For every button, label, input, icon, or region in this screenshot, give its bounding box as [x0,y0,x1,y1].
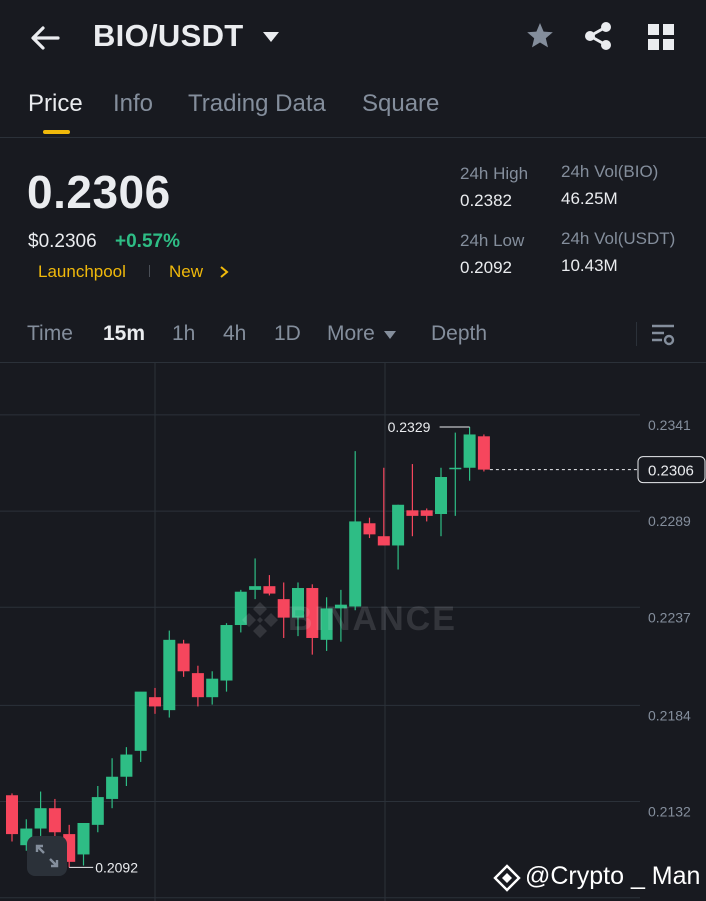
candle-body [477,436,490,470]
candle-body [163,639,176,711]
credit-text: @Crypto _ Man [525,862,701,890]
candle-body [48,808,61,833]
interval-4h[interactable]: 4h [223,322,247,345]
candle-body [220,625,233,681]
tab-bar: Price Info Trading Data Square [0,82,706,138]
tab-price[interactable]: Price [28,90,83,117]
tag-new[interactable]: New [169,262,204,281]
chart-candles [6,427,490,868]
candle-body [91,797,104,825]
candle-body [63,834,76,862]
candle-body [77,822,90,855]
last-price: 0.2306 [27,166,171,218]
star-icon[interactable] [524,20,556,52]
candlestick-chart[interactable]: 0.2341 0.2289 0.2237 0.2184 0.2132 0.2080 0.2… [0,363,706,901]
usd-price: $0.2306 [28,231,97,252]
candle-body [463,434,476,468]
interval-15m[interactable]: 15m [103,322,146,345]
price-change: +0.57% [115,231,180,252]
y-tick-label: 0.2341 [648,417,691,433]
binance-square-logo-icon [493,864,521,892]
interval-1d[interactable]: 1D [274,322,301,345]
vol-quote-label: 24h Vol(USDT) [561,229,676,248]
tab-info[interactable]: Info [113,90,154,117]
candle-body [392,504,405,546]
candle-body [435,477,447,515]
candle-body [249,586,262,590]
y-tick-label: 0.2132 [648,804,691,820]
depth-tab[interactable]: Depth [431,322,488,345]
creator-credit: @Crypto _ Man [493,860,703,894]
caret-down-icon[interactable] [262,30,280,44]
tab-trading-data[interactable]: Trading Data [188,90,326,117]
share-icon[interactable] [582,20,614,52]
y-tick-label: 0.2237 [648,609,691,625]
candle-body [34,808,47,829]
vol-quote-value: 10.43M [561,256,618,275]
candle-body [106,776,119,799]
candle-body [277,599,290,618]
candle-body [406,510,419,516]
candle-body [420,510,433,516]
candle-body [177,643,190,672]
candle-body [449,467,462,470]
candle-body [349,521,362,607]
y-tick-label: 0.2184 [648,707,691,723]
candle-body [377,536,390,546]
current-price-label: 0.2306 [648,463,694,480]
expand-icon [35,844,59,868]
y-tick-label: 0.2289 [648,513,691,529]
y-tick-label: 0.2080 [648,900,691,901]
tag-divider [149,265,150,277]
vol-base-value: 46.25M [561,189,618,208]
chart-settings-icon[interactable] [650,322,676,348]
candle-body [292,588,304,618]
chart-y-axis: 0.2341 0.2289 0.2237 0.2184 0.2132 0.2080 [648,417,691,901]
high-label: 24h High [460,164,529,183]
binance-watermark: BINANCE [240,598,470,644]
current-price-box [637,456,706,484]
vol-base-label: 24h Vol(BIO) [561,162,659,181]
chevron-right-icon[interactable] [218,265,230,279]
controls-divider [636,322,637,346]
candle-body [134,691,147,751]
chart-overlays: 0.2306 0.2329 0.2092 [69,419,706,875]
fullscreen-button[interactable] [27,836,67,876]
candle-body [320,608,333,640]
candle-body [120,754,133,777]
candle-body [206,678,219,698]
arrow-left-icon[interactable] [28,20,64,56]
controls-divider-line [0,362,706,363]
grid-icon[interactable] [646,22,676,52]
candle-body [306,588,319,638]
tab-square[interactable]: Square [362,90,440,117]
chart-gridlines [0,363,640,901]
high-marker-label: 0.2329 [388,419,431,435]
top-bar: BIO/USDT [0,0,706,76]
caret-down-icon[interactable] [383,330,397,340]
candle-body [191,673,204,698]
candle-body [149,697,161,707]
low-label: 24h Low [460,231,525,250]
high-value: 0.2382 [460,191,512,210]
pair-title[interactable]: BIO/USDT [93,18,244,53]
candle-body [6,795,18,835]
interval-1h[interactable]: 1h [172,322,196,345]
active-tab-indicator [43,130,70,134]
interval-more[interactable]: More [327,322,375,345]
candle-body [334,604,347,609]
watermark-text: BINANCE [288,600,457,638]
candle-body [234,591,247,626]
low-marker-label: 0.2092 [95,859,138,875]
low-value: 0.2092 [460,258,512,277]
tag-launchpool[interactable]: Launchpool [38,262,126,281]
candle-body [363,523,376,535]
interval-time[interactable]: Time [27,322,73,345]
binance-logo-icon [242,602,278,638]
candle-body [263,586,276,594]
